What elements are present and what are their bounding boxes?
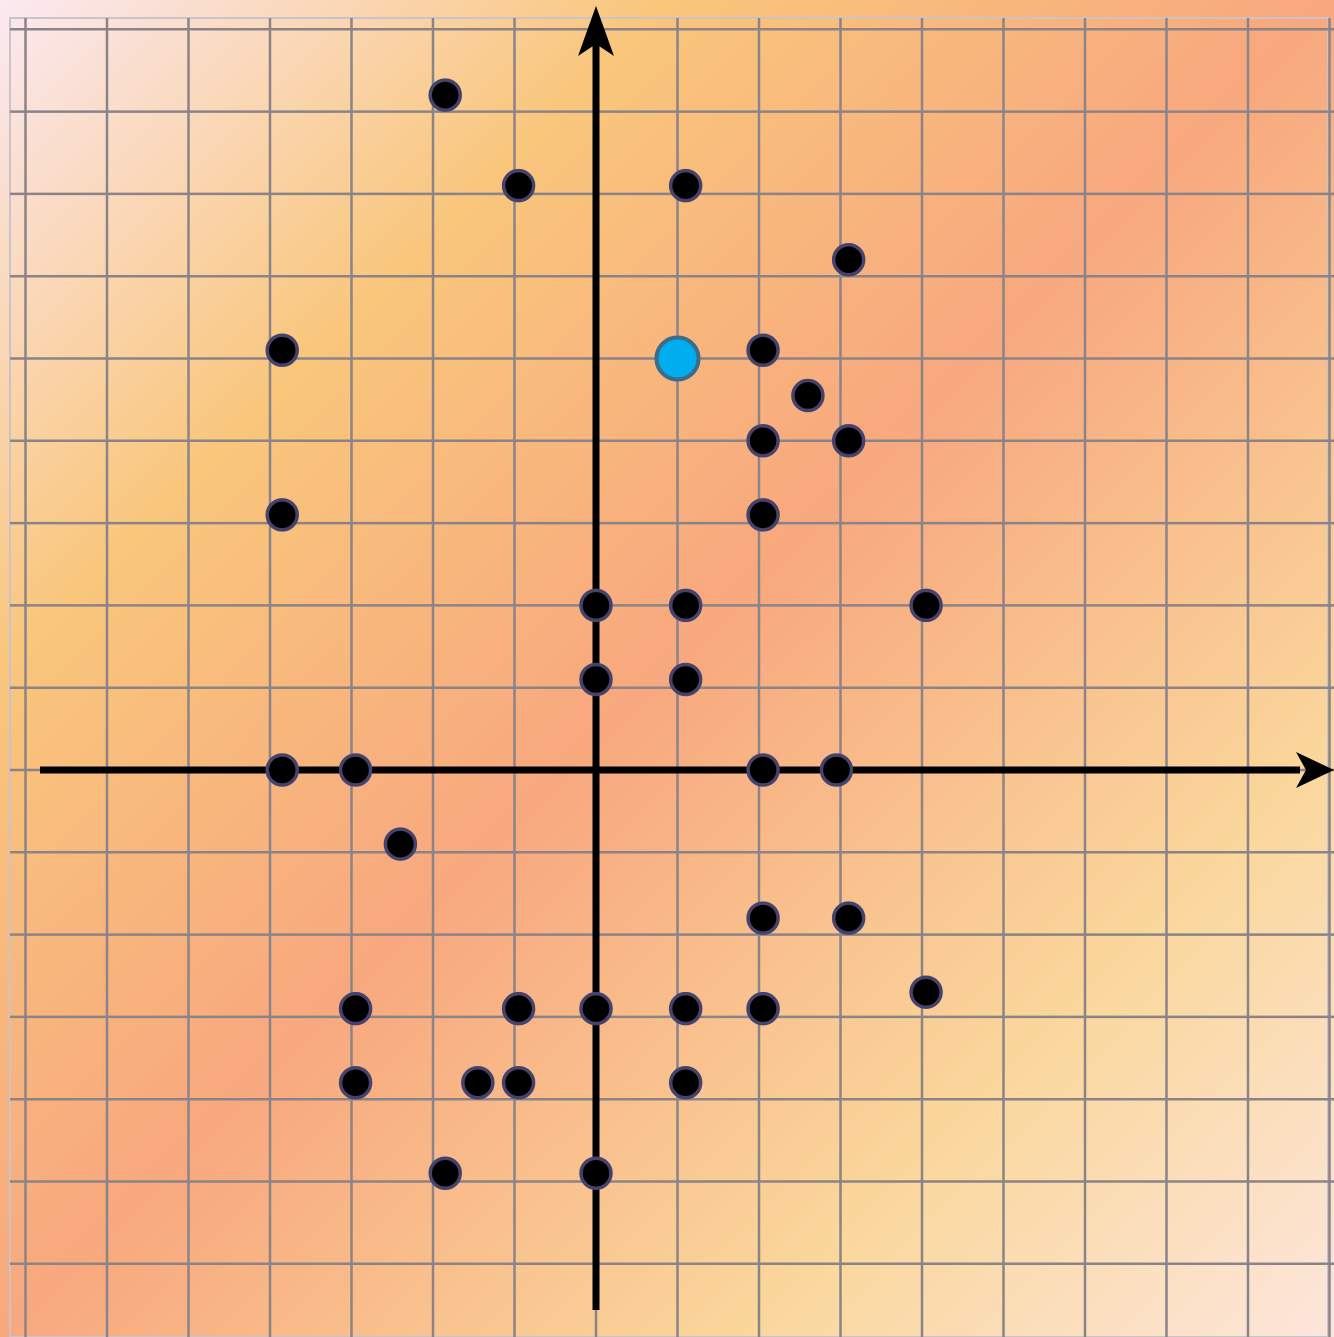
data-point — [428, 1156, 462, 1191]
data-point — [831, 424, 866, 458]
data-point — [338, 753, 373, 787]
data-point — [579, 588, 613, 623]
y-axis-arrowhead — [578, 6, 614, 56]
data-point — [668, 991, 703, 1026]
data-point — [909, 975, 943, 1009]
data-point — [338, 1065, 373, 1100]
data-point — [831, 901, 866, 935]
data-point — [265, 498, 299, 532]
data-point — [746, 498, 780, 532]
data-point — [265, 333, 299, 368]
data-point — [746, 901, 780, 935]
data-point — [668, 662, 703, 697]
data-point — [746, 753, 780, 787]
data-point — [461, 1065, 495, 1100]
data-points — [265, 78, 943, 1191]
highlighted-point — [654, 335, 701, 382]
data-point — [579, 662, 613, 697]
data-point — [265, 753, 299, 787]
data-point — [501, 991, 536, 1026]
data-point — [819, 753, 854, 787]
plot-border — [9, 17, 1329, 1337]
data-point — [668, 588, 703, 623]
data-point — [501, 168, 536, 203]
data-point — [831, 242, 866, 277]
data-point — [746, 333, 780, 368]
data-point — [746, 991, 780, 1026]
data-point — [579, 1156, 613, 1191]
data-point — [579, 991, 613, 1026]
data-point — [383, 827, 418, 861]
data-point — [338, 991, 373, 1026]
data-point — [746, 424, 780, 458]
data-point — [428, 78, 462, 112]
data-point — [668, 1065, 703, 1100]
data-point — [791, 378, 825, 413]
data-point — [668, 168, 703, 203]
data-point — [909, 588, 943, 623]
x-axis-arrowhead — [1296, 752, 1334, 788]
data-point — [501, 1065, 536, 1100]
